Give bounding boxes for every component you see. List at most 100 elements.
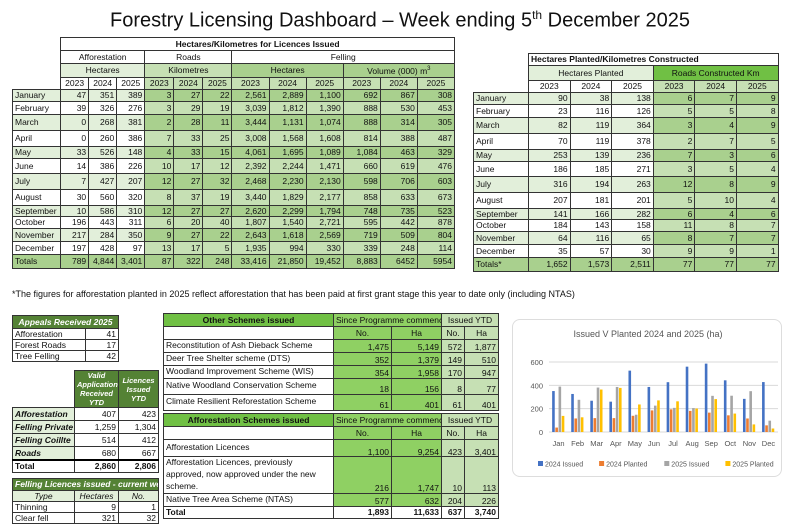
bar-2025-issued bbox=[577, 399, 581, 432]
cell-value: 603 bbox=[416, 173, 456, 190]
cell-value: 9 bbox=[735, 92, 779, 105]
year-header: 2024 bbox=[173, 77, 204, 90]
bar-2025-planted bbox=[714, 399, 718, 432]
month-label: February bbox=[11, 101, 62, 115]
cell-value: 204 bbox=[441, 492, 465, 507]
month-label: April bbox=[11, 130, 62, 147]
cell-value: 216 bbox=[333, 456, 392, 494]
month-label: April bbox=[473, 133, 529, 150]
cell-value: 37 bbox=[173, 189, 204, 206]
table-row: May 33 526 148 4 33 15 4,061 1,695 1,089 1,084 463 3… bbox=[11, 146, 456, 159]
cell-value: 350 bbox=[116, 228, 146, 242]
x-tick-label: Jun bbox=[648, 439, 660, 448]
total-value: 1,893 bbox=[333, 505, 392, 519]
scheme-name: Native Woodland Conservation Scheme bbox=[163, 377, 334, 395]
month-label: February bbox=[473, 104, 529, 118]
month-label: March bbox=[473, 117, 529, 134]
bar-2025-issued bbox=[711, 395, 714, 432]
cell-value: 453 bbox=[416, 101, 456, 115]
cell-value: 65 bbox=[611, 231, 654, 245]
cell-value: 1,475 bbox=[333, 339, 392, 353]
cell-value: 388 bbox=[379, 130, 418, 147]
total-value: 77 bbox=[735, 257, 779, 272]
bar-2024-planted bbox=[746, 418, 749, 432]
cell-value: 2,561 bbox=[231, 89, 270, 102]
legend-label: 2024 Issued bbox=[545, 462, 583, 469]
footnote: *The figures for afforestation planted i… bbox=[12, 289, 575, 299]
cell-value: 10 bbox=[144, 158, 175, 174]
cell-value: 22 bbox=[202, 89, 233, 102]
cell-value: 1,958 bbox=[391, 364, 442, 379]
bar-2025-planted bbox=[599, 389, 603, 432]
legend-swatch bbox=[664, 461, 670, 466]
table-row: June 186 185 271 3 5 4 bbox=[473, 161, 779, 177]
table-row: Roads 680 667 bbox=[12, 446, 159, 460]
cell-value: 284 bbox=[88, 228, 118, 242]
table-row: Afforestation 41 bbox=[12, 328, 119, 340]
cell-value: 185 bbox=[569, 161, 613, 177]
bar-2024-issued bbox=[666, 382, 670, 432]
licences-issued: 423 bbox=[118, 407, 159, 421]
table-row: Native Woodland Conservation Scheme 18 156… bbox=[163, 377, 500, 395]
cell-value: 1,379 bbox=[391, 351, 442, 366]
cell-value: 1,807 bbox=[231, 216, 270, 229]
bar-2024-planted bbox=[555, 427, 558, 432]
month-label: September bbox=[473, 208, 529, 220]
cell-value: 5 bbox=[694, 161, 737, 177]
cell-value: 57 bbox=[569, 244, 613, 258]
table-heading: Felling Licences issued - current week bbox=[11, 478, 160, 491]
felling-week-table: Felling Licences issued - current week T… bbox=[11, 478, 160, 524]
cell-value: 9 bbox=[735, 176, 779, 193]
cell-value: 90 bbox=[528, 92, 571, 105]
cell-value: 119 bbox=[569, 117, 613, 134]
total-value: 637 bbox=[441, 505, 465, 519]
cell-value: 673 bbox=[416, 189, 456, 206]
cell-value: 305 bbox=[416, 114, 456, 131]
table-row: September 141 166 282 6 4 6 bbox=[473, 208, 779, 220]
cell-value: 804 bbox=[416, 228, 456, 242]
cell-value: 530 bbox=[379, 101, 418, 115]
cell-value: 35 bbox=[528, 244, 571, 258]
table-row: December 197 428 97 13 17 5 1,935 994 330 339 248 11… bbox=[11, 241, 456, 255]
application-type: Afforestation bbox=[12, 407, 75, 421]
cell-value: 7 bbox=[144, 130, 175, 147]
table-row: August 30 560 320 8 37 19 3,440 1,829 2,177 858 633… bbox=[11, 189, 456, 206]
cell-value: 1,100 bbox=[333, 439, 392, 457]
cell-value: 1,747 bbox=[391, 456, 442, 494]
month-label: October bbox=[473, 219, 529, 232]
cell-value: 4 bbox=[735, 161, 779, 177]
total-value: 3,740 bbox=[463, 505, 500, 519]
cell-value: 9 bbox=[735, 117, 779, 134]
cell-value: 236 bbox=[611, 149, 654, 162]
x-tick-label: Feb bbox=[571, 439, 584, 448]
unit-hectares: Hectares bbox=[60, 63, 146, 78]
since-programme: Since Programme commenced bbox=[333, 413, 442, 427]
cell-value: 207 bbox=[116, 173, 146, 190]
cell-value: 27 bbox=[202, 205, 233, 217]
unit-roads-constructed: Roads Constructed Km bbox=[652, 65, 779, 81]
cell-value: 141 bbox=[528, 208, 571, 220]
cell-value: 7 bbox=[694, 231, 737, 245]
bar-2024-planted bbox=[574, 418, 578, 432]
unit-felling-hectares: Hectares bbox=[231, 63, 344, 78]
cell-value: 11 bbox=[202, 114, 233, 131]
cell-value: 184 bbox=[528, 219, 571, 232]
cell-value: 30 bbox=[60, 189, 90, 206]
legend-swatch bbox=[725, 461, 731, 466]
year-header: 2023 bbox=[652, 80, 696, 93]
cell-value: 389 bbox=[116, 89, 146, 102]
bar-2024-planted bbox=[765, 425, 768, 432]
cell-value: 5 bbox=[694, 104, 737, 118]
cell-value: 463 bbox=[379, 146, 418, 159]
cell-value: 572 bbox=[441, 339, 465, 353]
cell-value: 354 bbox=[333, 364, 392, 379]
cell-value: 268 bbox=[88, 114, 118, 131]
year-header: 2023 bbox=[231, 77, 270, 90]
bar-2024-issued bbox=[590, 400, 593, 432]
cell-value: 197 bbox=[60, 241, 90, 255]
cell-value: 2,643 bbox=[231, 228, 270, 242]
total-value: 789 bbox=[60, 254, 90, 269]
cell-value: 3 bbox=[144, 101, 175, 115]
total-value: 6452 bbox=[379, 254, 418, 269]
valid-applications: 514 bbox=[74, 433, 119, 447]
